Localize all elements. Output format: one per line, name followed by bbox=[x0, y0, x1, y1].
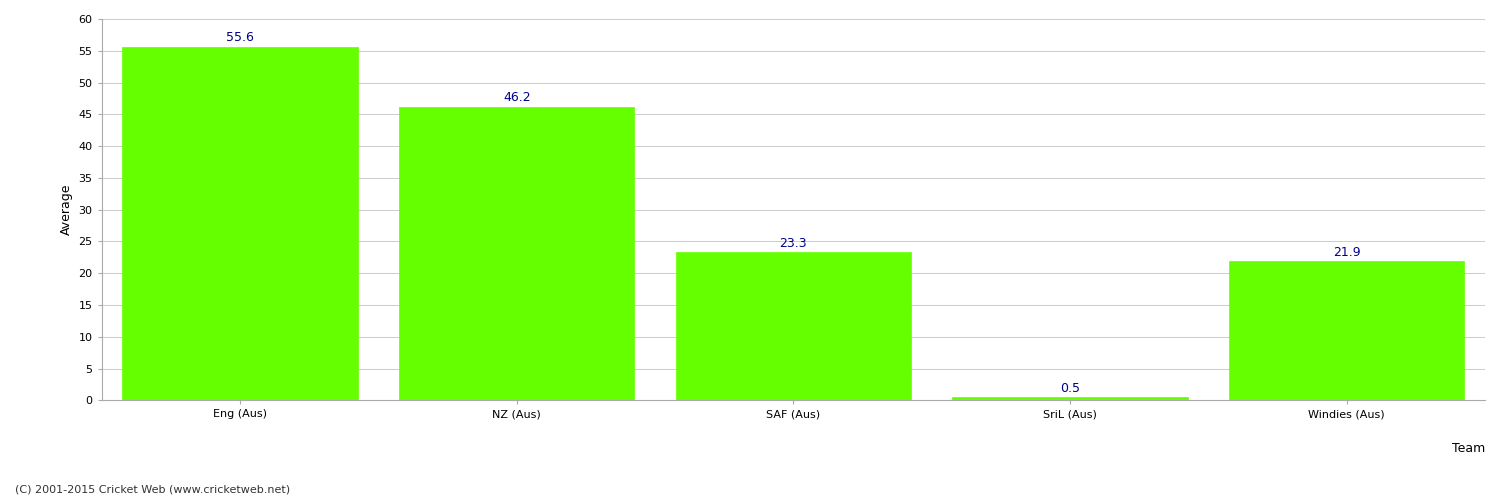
Text: 55.6: 55.6 bbox=[226, 32, 254, 44]
Text: 46.2: 46.2 bbox=[503, 91, 531, 104]
Bar bbox=[399, 106, 634, 401]
Text: 23.3: 23.3 bbox=[780, 236, 807, 250]
Text: (C) 2001-2015 Cricket Web (www.cricketweb.net): (C) 2001-2015 Cricket Web (www.cricketwe… bbox=[15, 485, 290, 495]
Text: Team: Team bbox=[1452, 442, 1485, 455]
Bar bbox=[123, 47, 357, 401]
Text: 21.9: 21.9 bbox=[1334, 246, 1360, 258]
Y-axis label: Average: Average bbox=[60, 184, 74, 236]
Bar bbox=[1228, 261, 1464, 400]
Bar bbox=[952, 397, 1188, 400]
Text: 0.5: 0.5 bbox=[1060, 382, 1080, 394]
Bar bbox=[676, 252, 910, 400]
